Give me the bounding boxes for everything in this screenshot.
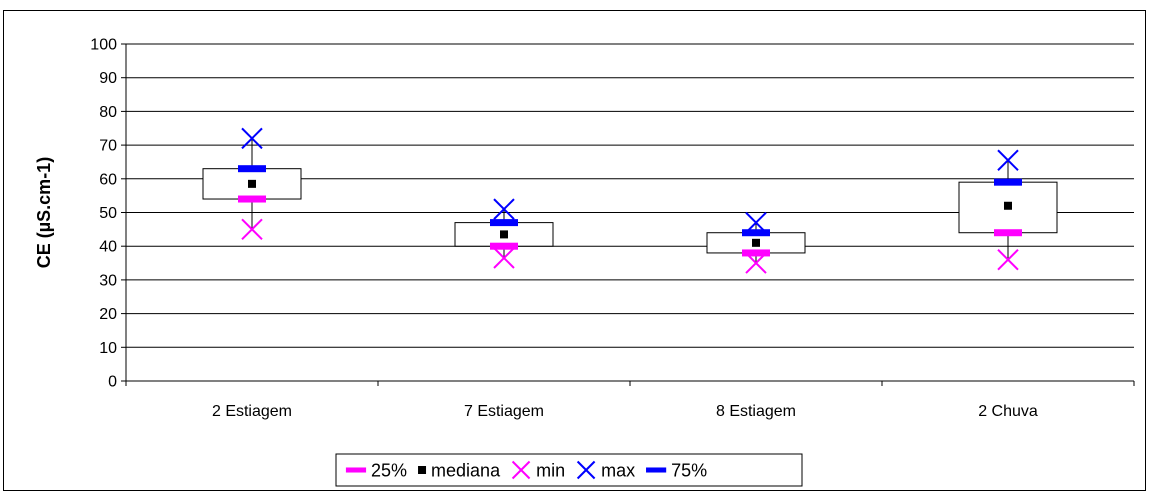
legend-marker-stroke: [511, 460, 531, 480]
q1-marker: [994, 229, 1022, 237]
min-marker-stroke: [997, 248, 1019, 271]
legend-marker-stroke: [576, 460, 596, 480]
max-marker-stroke: [241, 127, 263, 150]
y-tick-label: 10: [99, 340, 117, 357]
legend-marker: [511, 460, 531, 480]
legend-marker: [418, 466, 427, 474]
y-tick-label: 90: [99, 70, 117, 87]
q3-marker: [742, 229, 770, 237]
q1-marker: [490, 242, 518, 250]
q3-marker: [994, 178, 1022, 186]
max-marker: [493, 198, 515, 220]
legend-marker: [576, 460, 596, 480]
gridlines: [126, 43, 1134, 348]
y-tick-label: 80: [99, 104, 117, 121]
y-tick-label: 0: [108, 374, 117, 391]
x-tick-label: 2 Estiagem: [212, 403, 292, 420]
y-tick-label: 40: [99, 239, 117, 256]
median-marker: [752, 238, 760, 247]
legend-label: min: [536, 461, 565, 481]
max-marker-stroke: [493, 198, 515, 220]
q1-marker: [742, 249, 770, 257]
x-tick-label: 8 Estiagem: [716, 403, 796, 420]
boxes: [202, 138, 1058, 264]
legend: 25% mediana min max 75%: [335, 453, 803, 487]
median-marker: [500, 230, 508, 239]
min-marker: [997, 248, 1019, 271]
markers: [238, 127, 1022, 274]
min-marker: [745, 252, 767, 274]
q3-marker: [238, 165, 266, 173]
q3-marker: [490, 219, 518, 227]
median-marker: [248, 179, 256, 188]
legend-label: 75%: [671, 461, 707, 481]
axes: 0 10 20 30 40 50 60 70 80 90 100 2 Estiagem 7 Estiag…: [90, 37, 1135, 420]
y-tick-label: 30: [99, 272, 117, 289]
min-marker-stroke: [745, 252, 767, 274]
x-tick-label: 2 Chuva: [978, 403, 1038, 420]
y-tick-label: 70: [99, 138, 117, 155]
x-tick-label: 7 Estiagem: [464, 403, 544, 420]
q1-marker: [238, 195, 266, 203]
legend-marker: [345, 467, 367, 473]
y-tick-label: 50: [99, 205, 117, 222]
legend-marker: [646, 467, 667, 473]
y-axis-label: CE (µS.cm-1): [34, 157, 54, 268]
chart-frame: [3, 10, 1146, 491]
y-tick-label: 100: [90, 37, 117, 54]
min-marker: [241, 218, 263, 241]
max-marker: [241, 127, 263, 150]
min-marker: [493, 247, 515, 269]
y-tick-label: 20: [99, 306, 117, 323]
legend-label: 25%: [371, 461, 407, 481]
max-marker: [997, 149, 1019, 171]
legend-label: max: [601, 461, 635, 481]
max-marker-stroke: [997, 149, 1019, 171]
y-tick-label: 60: [99, 171, 117, 188]
min-marker-stroke: [493, 247, 515, 269]
legend-label: mediana: [431, 461, 501, 481]
median-marker: [1004, 201, 1012, 210]
legend-box: [335, 453, 803, 487]
min-marker-stroke: [241, 218, 263, 241]
